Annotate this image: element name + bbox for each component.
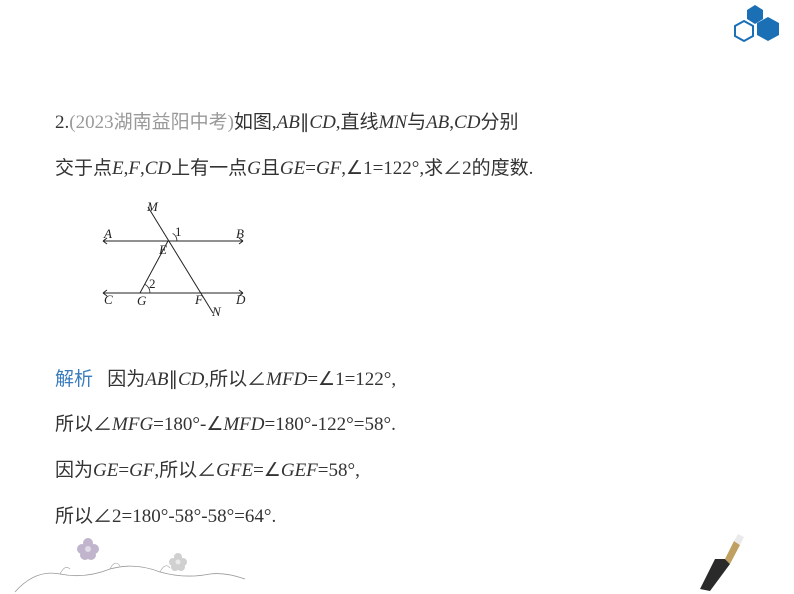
svg-text:D: D <box>235 292 246 307</box>
bottom-decoration <box>0 524 794 594</box>
svg-text:F: F <box>194 292 204 307</box>
svg-text:B: B <box>236 226 244 241</box>
svg-text:G: G <box>137 293 147 308</box>
svg-text:C: C <box>104 292 113 307</box>
problem-source: (2023湖南益阳中考) <box>69 112 234 133</box>
content-body: 2.(2023湖南益阳中考)如图,AB∥CD,直线MN与AB,CD分别 交于点E… <box>55 100 739 539</box>
solution-line3: 因为GE=GF,所以∠GFE=∠GEF=58°, <box>55 448 739 494</box>
svg-text:E: E <box>158 242 167 257</box>
svg-text:2: 2 <box>149 276 156 291</box>
solution-line2: 所以∠MFG=180°-∠MFD=180°-122°=58°. <box>55 402 739 448</box>
problem-number: 2. <box>55 112 69 133</box>
svg-text:A: A <box>103 226 112 241</box>
problem-text-line2: 交于点E,F,CD上有一点G且GE=GF,∠1=122°,求∠2的度数. <box>55 146 739 192</box>
svg-text:1: 1 <box>175 224 182 239</box>
geometry-diagram: M N A B C D E F G 1 2 <box>95 201 739 337</box>
hex-cluster-icon <box>735 5 779 41</box>
brush-icon <box>700 534 744 591</box>
svg-text:N: N <box>211 304 222 319</box>
solution-line1: 解析 因为AB∥CD,所以∠MFD=∠1=122°, <box>55 357 739 403</box>
top-hex-icon <box>708 0 786 61</box>
problem-text: 2.(2023湖南益阳中考)如图,AB∥CD,直线MN与AB,CD分别 <box>55 100 739 146</box>
solution-label: 解析 <box>55 369 93 390</box>
svg-text:M: M <box>146 201 159 214</box>
